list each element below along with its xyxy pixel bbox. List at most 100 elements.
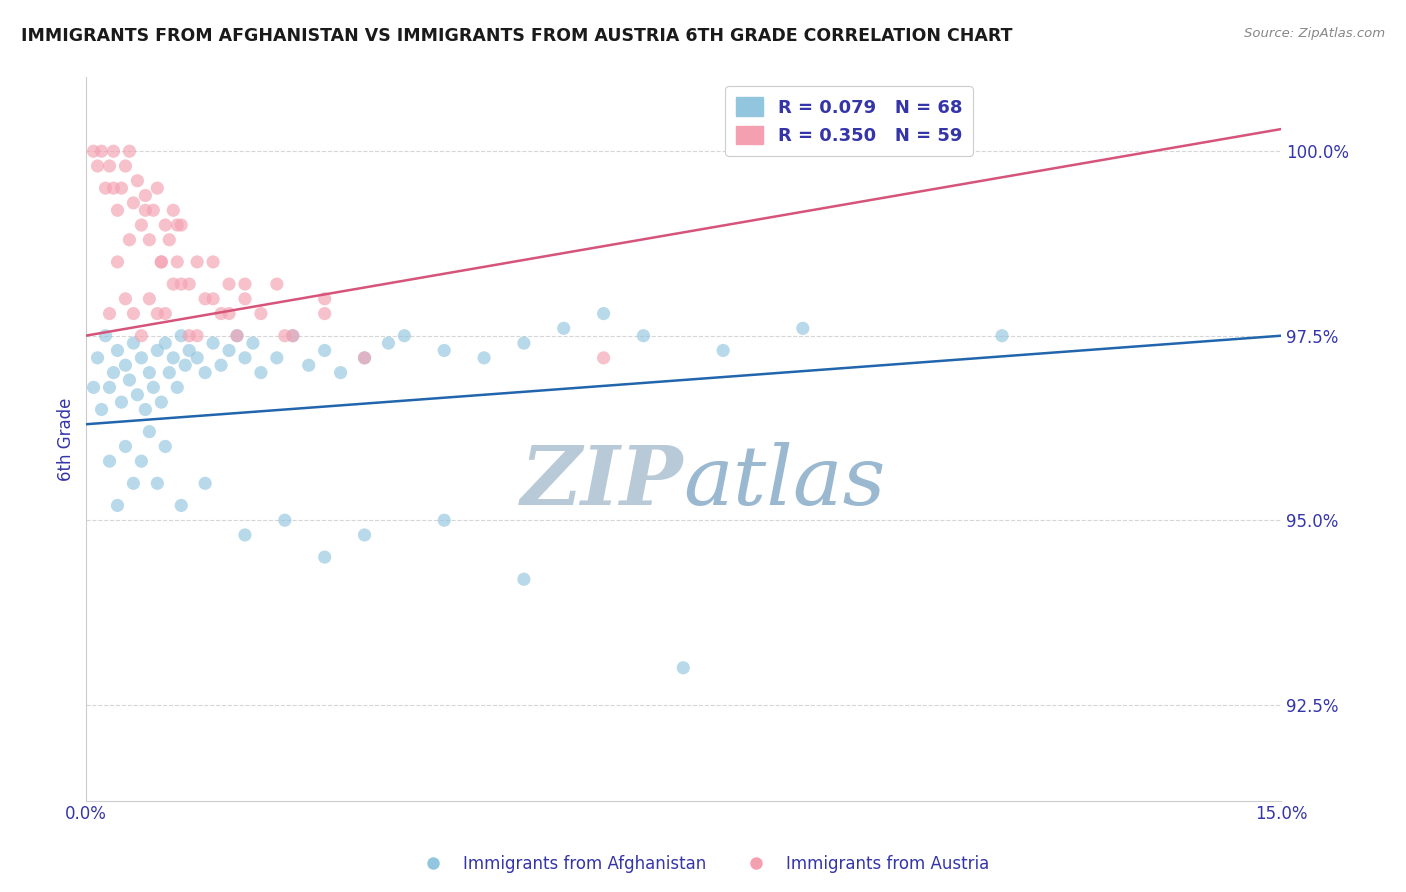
- Point: [127, 388, 149, 402]
- Point: [83, 380, 105, 394]
- Point: [194, 292, 217, 306]
- Point: [353, 528, 375, 542]
- Point: [218, 343, 240, 358]
- Point: [233, 351, 256, 365]
- Point: [146, 343, 169, 358]
- Point: [513, 572, 536, 586]
- Point: [155, 439, 177, 453]
- Point: [353, 351, 375, 365]
- Point: [314, 292, 336, 306]
- Point: [155, 336, 177, 351]
- Point: [394, 328, 416, 343]
- Point: [94, 181, 117, 195]
- Point: [633, 328, 655, 343]
- Point: [242, 336, 264, 351]
- Point: [170, 277, 193, 291]
- Point: [107, 499, 129, 513]
- Y-axis label: 6th Grade: 6th Grade: [58, 397, 75, 481]
- Point: [103, 181, 125, 195]
- Point: [233, 528, 256, 542]
- Point: [166, 218, 188, 232]
- Point: [266, 277, 288, 291]
- Point: [179, 277, 201, 291]
- Point: [118, 373, 141, 387]
- Point: [274, 513, 297, 527]
- Point: [118, 233, 141, 247]
- Point: [134, 402, 156, 417]
- Point: [281, 328, 304, 343]
- Point: [157, 233, 180, 247]
- Point: [114, 292, 136, 306]
- Point: [107, 343, 129, 358]
- Point: [110, 181, 132, 195]
- Point: [122, 195, 145, 210]
- Legend: R = 0.079   N = 68, R = 0.350   N = 59: R = 0.079 N = 68, R = 0.350 N = 59: [725, 87, 973, 156]
- Point: [107, 255, 129, 269]
- Point: [592, 307, 614, 321]
- Legend: Immigrants from Afghanistan, Immigrants from Austria: Immigrants from Afghanistan, Immigrants …: [409, 848, 997, 880]
- Point: [274, 328, 297, 343]
- Point: [329, 366, 352, 380]
- Point: [90, 145, 112, 159]
- Point: [127, 174, 149, 188]
- Point: [142, 380, 165, 394]
- Point: [186, 255, 208, 269]
- Point: [86, 159, 108, 173]
- Point: [170, 218, 193, 232]
- Point: [142, 203, 165, 218]
- Point: [170, 328, 193, 343]
- Point: [146, 476, 169, 491]
- Point: [162, 351, 184, 365]
- Point: [233, 292, 256, 306]
- Point: [186, 328, 208, 343]
- Point: [146, 181, 169, 195]
- Point: [672, 661, 695, 675]
- Point: [122, 307, 145, 321]
- Point: [138, 425, 160, 439]
- Point: [711, 343, 734, 358]
- Point: [107, 203, 129, 218]
- Point: [513, 336, 536, 351]
- Point: [377, 336, 399, 351]
- Point: [146, 307, 169, 321]
- Point: [98, 159, 121, 173]
- Point: [138, 233, 160, 247]
- Point: [103, 366, 125, 380]
- Point: [233, 277, 256, 291]
- Point: [150, 395, 173, 409]
- Point: [114, 159, 136, 173]
- Point: [250, 307, 273, 321]
- Point: [179, 328, 201, 343]
- Point: [131, 218, 153, 232]
- Point: [90, 402, 112, 417]
- Point: [314, 343, 336, 358]
- Point: [314, 550, 336, 565]
- Point: [218, 307, 240, 321]
- Point: [118, 145, 141, 159]
- Text: ZIP: ZIP: [520, 442, 683, 523]
- Point: [98, 307, 121, 321]
- Point: [202, 292, 225, 306]
- Point: [166, 380, 188, 394]
- Point: [162, 277, 184, 291]
- Point: [433, 343, 456, 358]
- Text: Source: ZipAtlas.com: Source: ZipAtlas.com: [1244, 27, 1385, 40]
- Point: [166, 255, 188, 269]
- Point: [298, 358, 321, 372]
- Point: [194, 366, 217, 380]
- Point: [472, 351, 495, 365]
- Point: [226, 328, 249, 343]
- Point: [94, 328, 117, 343]
- Point: [202, 336, 225, 351]
- Point: [553, 321, 575, 335]
- Point: [138, 366, 160, 380]
- Point: [98, 380, 121, 394]
- Point: [131, 351, 153, 365]
- Point: [218, 277, 240, 291]
- Point: [155, 307, 177, 321]
- Point: [134, 203, 156, 218]
- Point: [131, 328, 153, 343]
- Point: [114, 439, 136, 453]
- Point: [86, 351, 108, 365]
- Text: atlas: atlas: [683, 442, 886, 523]
